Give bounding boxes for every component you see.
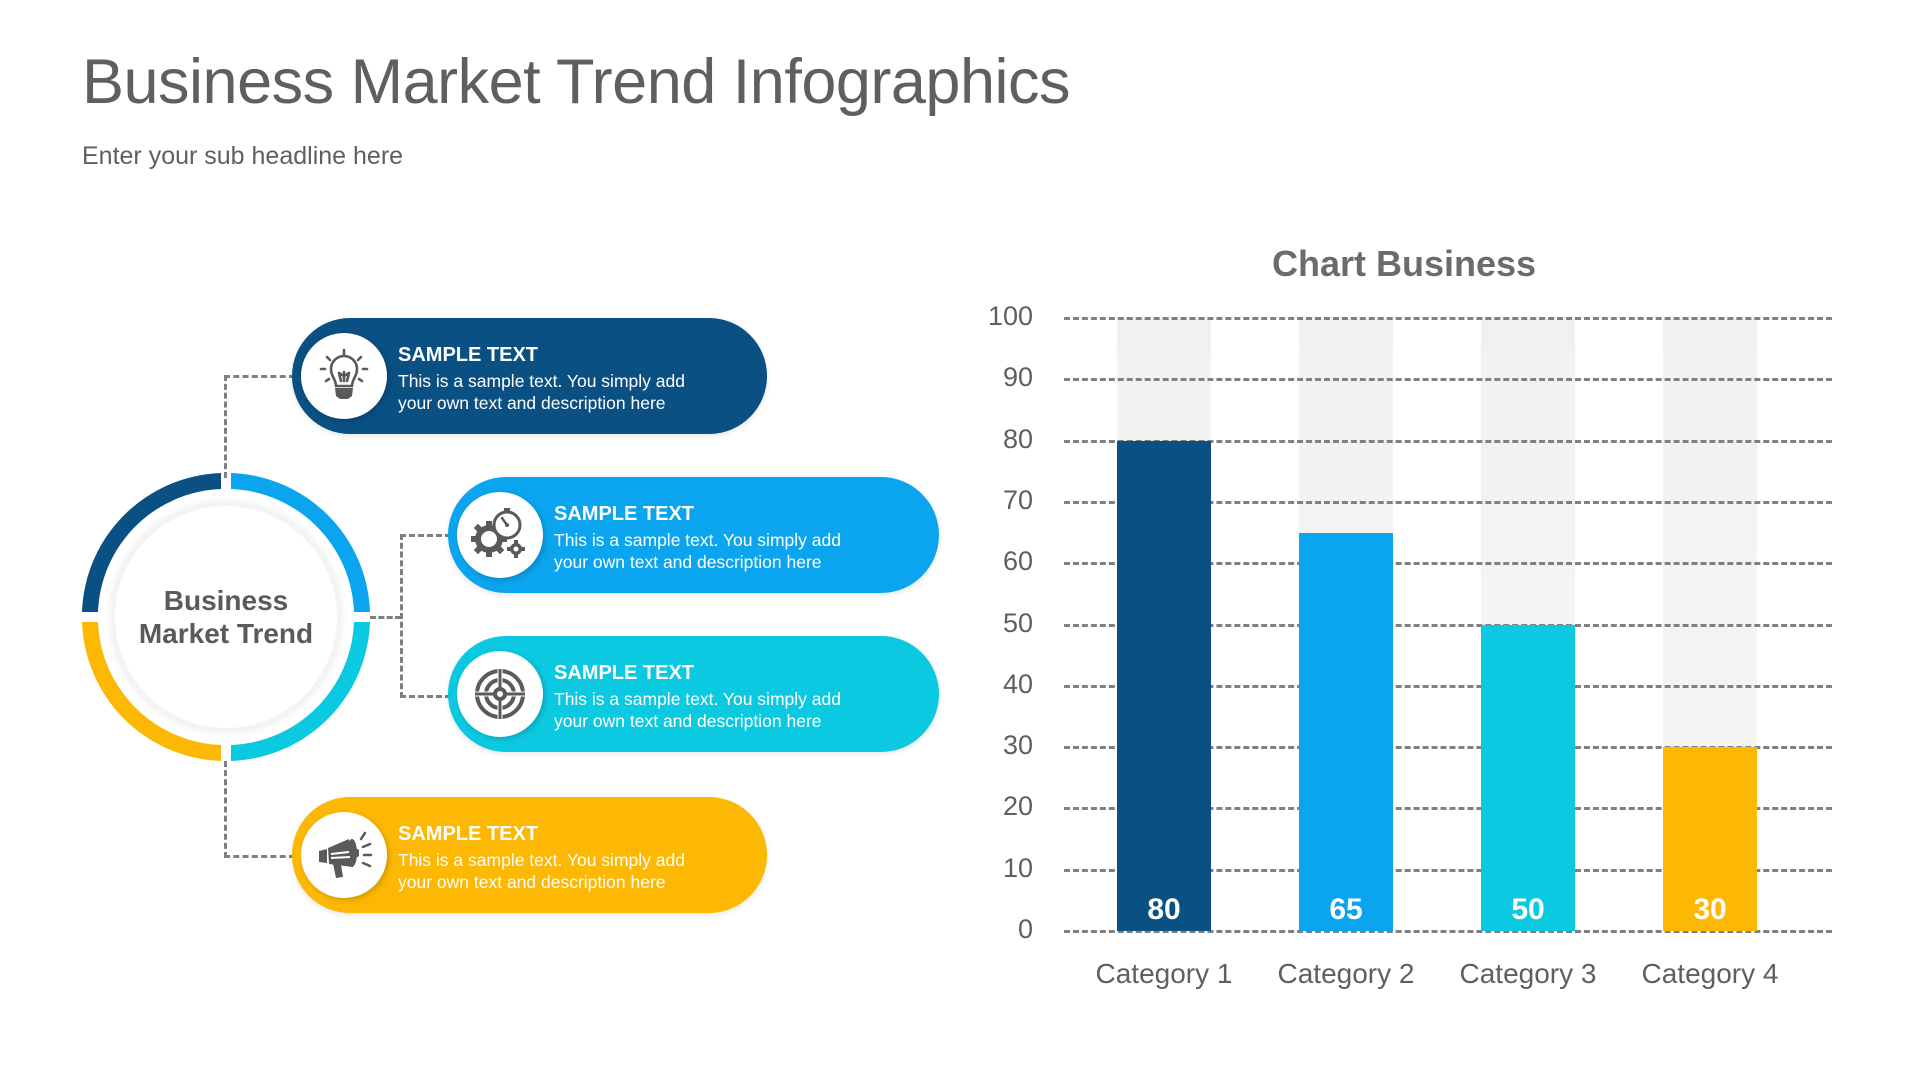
y-axis-tick-label: 50	[1002, 607, 1033, 638]
connector-line	[224, 375, 295, 478]
page-subtitle: Enter your sub headline here	[82, 142, 404, 170]
y-axis-tick-label: 100	[987, 301, 1033, 331]
chart-title: Chart Business	[1272, 243, 1537, 284]
megaphone-icon	[319, 831, 373, 878]
bar-value-label: 65	[1329, 893, 1363, 926]
y-axis-tick-label: 90	[1002, 362, 1033, 393]
info-card-3: SAMPLE TEXT This is a sample text. You s…	[448, 636, 939, 752]
bar-2	[1299, 532, 1393, 931]
ring-segment-2	[231, 473, 370, 612]
info-card-2: SAMPLE TEXT This is a sample text. You s…	[448, 477, 939, 593]
card-heading: SAMPLE TEXT	[398, 823, 539, 845]
y-axis-tick-label: 30	[1002, 730, 1033, 761]
segmented-ring	[82, 473, 370, 761]
icon-badge	[301, 333, 387, 419]
info-card-1: SAMPLE TEXT This is a sample text. You s…	[292, 318, 767, 434]
bar-value-label: 30	[1693, 893, 1727, 926]
x-axis-category-label: Category 1	[1095, 958, 1233, 989]
gears-stopwatch-icon	[471, 508, 525, 558]
card-heading: SAMPLE TEXT	[398, 344, 539, 366]
gridline	[1064, 807, 1832, 811]
y-axis-tick-label: 0	[1017, 914, 1033, 944]
center-label-line1: Business	[163, 585, 289, 616]
icon-badge	[301, 812, 387, 898]
target-icon	[473, 667, 527, 721]
bar-3	[1481, 624, 1575, 931]
connector-line	[370, 616, 401, 619]
card-body: This is a sample text. You simply add yo…	[398, 850, 685, 892]
gridline	[1064, 439, 1832, 443]
x-axis-category-label: Category 4	[1641, 958, 1779, 989]
ring-segment-4	[82, 622, 221, 761]
y-axis-tick-label: 20	[1002, 791, 1033, 822]
bar-value-label: 50	[1511, 893, 1545, 926]
connector-line	[400, 534, 451, 698]
card-body: This is a sample text. You simply add yo…	[398, 371, 685, 413]
gridline	[1064, 378, 1832, 382]
ring-segment-3	[231, 622, 370, 761]
card-body: This is a sample text. You simply add yo…	[554, 689, 841, 731]
icon-badge	[457, 651, 543, 737]
page-title: Business Market Trend Infographics	[82, 47, 1071, 117]
y-axis-tick-label: 70	[1002, 484, 1033, 515]
x-axis-category-label: Category 3	[1459, 958, 1597, 989]
connector-line	[224, 761, 295, 858]
ring-segment-1	[82, 473, 221, 612]
gridline	[1064, 317, 1832, 320]
x-axis-category-label: Category 2	[1277, 958, 1415, 989]
center-label-line2: Market Trend	[138, 618, 314, 649]
bar-value-label: 80	[1147, 893, 1181, 926]
gridline	[1064, 500, 1832, 504]
gridline	[1064, 930, 1832, 933]
y-axis-tick-label: 80	[1002, 423, 1033, 454]
gridline	[1064, 868, 1832, 872]
card-body: This is a sample text. You simply add yo…	[554, 530, 841, 572]
gridline	[1064, 746, 1832, 750]
y-axis-tick-label: 10	[1002, 852, 1033, 883]
bar-4	[1663, 747, 1757, 931]
card-heading: SAMPLE TEXT	[554, 662, 695, 684]
bar-1	[1117, 440, 1211, 931]
center-circle: Business Market Trend	[112, 503, 340, 731]
lightbulb-icon	[319, 348, 369, 399]
gridline	[1064, 684, 1832, 688]
gridline	[1064, 562, 1832, 566]
gridline	[1064, 623, 1832, 627]
y-axis-tick-label: 40	[1002, 668, 1033, 699]
card-heading: SAMPLE TEXT	[554, 503, 695, 525]
info-card-4: SAMPLE TEXT This is a sample text. You s…	[292, 797, 767, 913]
icon-badge	[457, 492, 543, 578]
y-axis-tick-label: 60	[1002, 546, 1033, 577]
